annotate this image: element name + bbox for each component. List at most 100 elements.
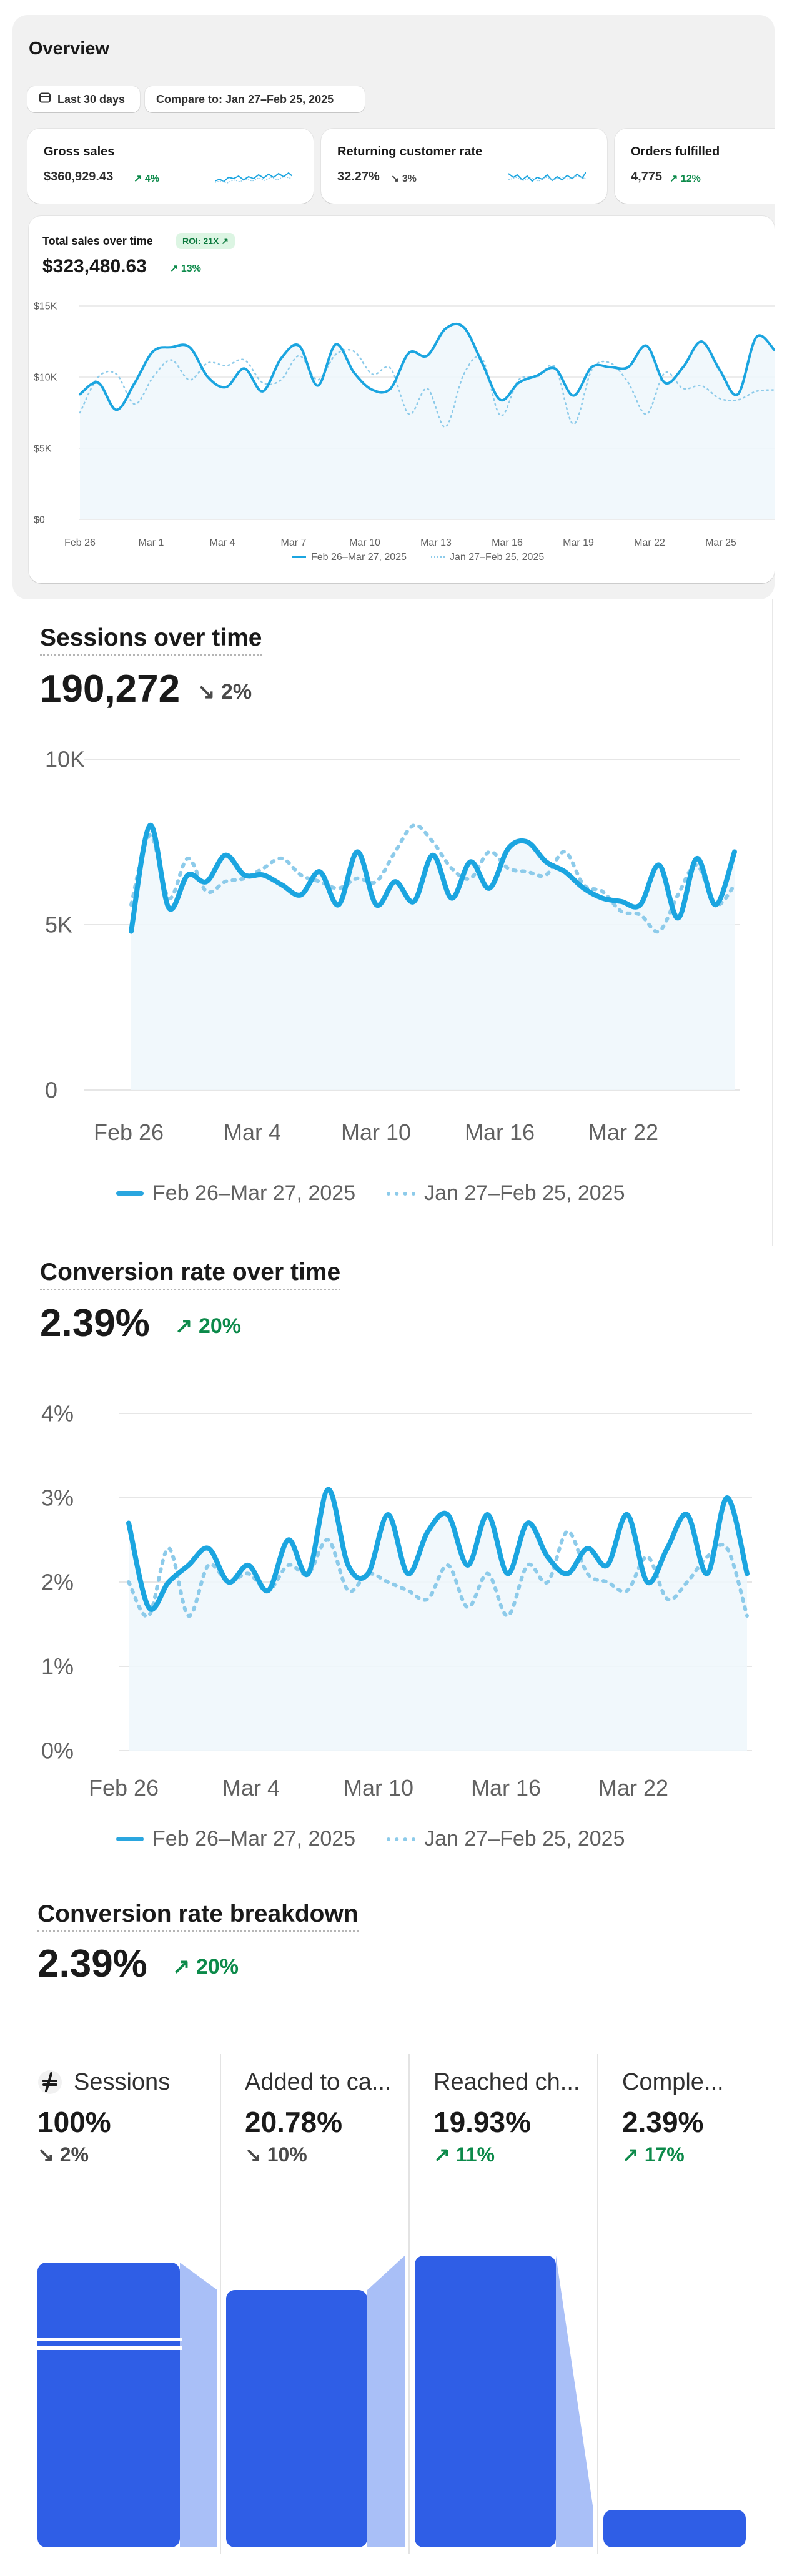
sparkline — [508, 172, 586, 182]
legend-previous[interactable]: Jan 27–Feb 25, 2025 — [387, 1181, 625, 1206]
x-tick-label: Feb 26 — [64, 538, 96, 548]
x-tick-label: Mar 22 — [588, 1119, 658, 1145]
funnel-bar — [226, 2290, 367, 2547]
x-tick-label: Mar 10 — [344, 1775, 413, 1798]
y-tick-label: 0 — [45, 1078, 57, 1103]
roi-badge: ROI: 21X ↗ — [176, 233, 235, 249]
x-tick-label: Mar 16 — [492, 538, 523, 548]
x-tick-label: Mar 22 — [598, 1775, 668, 1798]
funnel-chart — [35, 2256, 746, 2547]
y-tick-label: 3% — [41, 1485, 74, 1511]
sessions-value: 190,272 — [40, 667, 181, 710]
breakdown-change: ↗ 20% — [172, 1955, 239, 1979]
series-line-previous — [129, 823, 736, 934]
funnel-dropoff — [367, 2256, 405, 2547]
x-tick-label: Mar 25 — [705, 538, 736, 548]
divider — [408, 2054, 410, 2554]
step-label: Sessions — [37, 2069, 170, 2097]
step-percentage: 100% — [37, 2106, 111, 2138]
overview-title: Overview — [29, 39, 109, 59]
x-tick-label: Mar 10 — [341, 1119, 411, 1145]
series-line-current — [79, 322, 775, 411]
sessions-chart-card[interactable] — [0, 599, 773, 1246]
breakdown-value: 2.39% — [37, 1942, 147, 1985]
step-label: Reached ch... — [433, 2069, 580, 2095]
conversion-legend: Feb 26–Mar 27, 2025 Jan 27–Feb 25, 2025 — [116, 1827, 625, 1851]
metric-title: Gross sales — [44, 145, 115, 159]
series-line-current — [129, 822, 737, 934]
step-change: ↘ 10% — [245, 2143, 307, 2166]
metric-title: Orders fulfilled — [631, 145, 720, 159]
sparkline — [215, 172, 292, 184]
metric-card-returning-rate[interactable]: Returning customer rate 32.27% ↘ 3% — [321, 129, 607, 204]
legend-current[interactable]: Feb 26–Mar 27, 2025 — [116, 1181, 355, 1206]
step-percentage: 20.78% — [245, 2106, 343, 2138]
step-label: Added to ca... — [245, 2069, 392, 2095]
metric-card-orders-fulfilled[interactable]: Orders fulfilled 4,775 ↗ 12% — [615, 129, 775, 204]
breakdown-step-added-to-cart[interactable]: Added to ca... 20.78% ↘ 10% — [245, 2048, 407, 2576]
x-tick-label: Mar 4 — [210, 538, 235, 548]
x-tick-label: Mar 16 — [471, 1775, 541, 1798]
breakdown-title[interactable]: Conversion rate breakdown — [37, 1900, 359, 1932]
funnel-bar — [415, 2256, 556, 2547]
x-tick-label: Mar 10 — [349, 538, 380, 548]
x-tick-label: Mar 4 — [222, 1775, 280, 1798]
metric-card-gross-sales[interactable]: Gross sales $360,929.43 ↗ 4% — [27, 129, 314, 204]
y-tick-label: $15K — [34, 302, 57, 312]
y-tick-label: 2% — [41, 1570, 74, 1595]
overview-panel: Overview Last 30 days Compare to: Jan 27… — [12, 15, 775, 599]
x-tick-label: Mar 19 — [563, 538, 594, 548]
legend-previous-label: Jan 27–Feb 25, 2025 — [450, 552, 544, 563]
funnel-bar — [603, 2510, 746, 2547]
breakdown-step-sessions[interactable]: Sessions 100% ↘ 2% — [37, 2048, 219, 2576]
chart-title: Total sales over time — [42, 235, 153, 247]
step-percentage: 2.39% — [622, 2106, 704, 2138]
divider — [597, 2054, 598, 2554]
area-fill — [129, 1489, 747, 1751]
sessions-icon — [37, 2070, 65, 2097]
legend-line-solid — [116, 1837, 144, 1841]
step-change: ↘ 2% — [37, 2143, 89, 2166]
metric-change: ↗ 12% — [670, 174, 701, 184]
y-tick-label: 10K — [45, 747, 85, 772]
y-tick-label: 1% — [41, 1654, 74, 1679]
sessions-change: ↘ 2% — [197, 680, 252, 704]
metric-title: Returning customer rate — [337, 145, 483, 159]
calendar-icon — [39, 87, 51, 113]
metric-value: $360,929.43 — [44, 170, 114, 184]
area-fill — [131, 825, 735, 1090]
step-change: ↗ 17% — [622, 2143, 685, 2166]
conversion-chart: 0% 1% 2% 3% 4% Feb 26 Mar 4 Mar 10 Mar 16 Mar 22 — [41, 1401, 752, 1798]
conversion-title[interactable]: Conversion rate over time — [40, 1259, 341, 1290]
axis-break-mark — [35, 2338, 182, 2341]
sessions-title[interactable]: Sessions over time — [40, 624, 262, 656]
axis-break-mark — [35, 2346, 182, 2350]
metric-value: 32.27% — [337, 170, 380, 184]
compare-label: Compare to: Jan 27–Feb 25, 2025 — [156, 93, 334, 106]
total-sales-chart-card[interactable]: Total sales over time ROI: 21X ↗ $323,48… — [29, 216, 775, 583]
step-percentage: 19.93% — [433, 2106, 532, 2138]
total-sales-value: $323,480.63 — [42, 256, 147, 277]
x-tick-label: Feb 26 — [94, 1119, 164, 1145]
y-tick-label: $5K — [34, 444, 52, 455]
compare-button[interactable]: Compare to: Jan 27–Feb 25, 2025 — [145, 86, 365, 112]
y-tick-label: $10K — [34, 373, 57, 383]
conversion-change: ↗ 20% — [175, 1314, 241, 1338]
metric-value: 4,775 — [631, 170, 663, 184]
area-fill — [80, 323, 775, 519]
legend-current[interactable]: Feb 26–Mar 27, 2025 — [116, 1827, 355, 1851]
breakdown-step-reached-checkout[interactable]: Reached ch... 19.93% ↗ 11% — [433, 2048, 596, 2576]
legend-previous[interactable]: Jan 27–Feb 25, 2025 — [387, 1827, 625, 1851]
x-tick-label: Mar 7 — [281, 538, 307, 548]
y-tick-label: $0 — [34, 515, 45, 526]
breakdown-step-completed[interactable]: Comple... 2.39% ↗ 17% — [622, 2048, 772, 2576]
date-range-button[interactable]: Last 30 days — [27, 86, 140, 112]
sessions-chart: 0 5K 10K Feb 26 Mar 4 Mar 10 Mar 16 Mar 22 — [45, 747, 740, 1145]
divider — [220, 2054, 221, 2554]
legend-line-dotted — [387, 1837, 416, 1841]
date-range-label: Last 30 days — [57, 93, 126, 106]
legend-line-dotted — [387, 1191, 416, 1196]
series-line-current — [126, 1487, 750, 1612]
funnel-bar — [37, 2263, 180, 2547]
x-tick-label: Mar 1 — [139, 538, 164, 548]
